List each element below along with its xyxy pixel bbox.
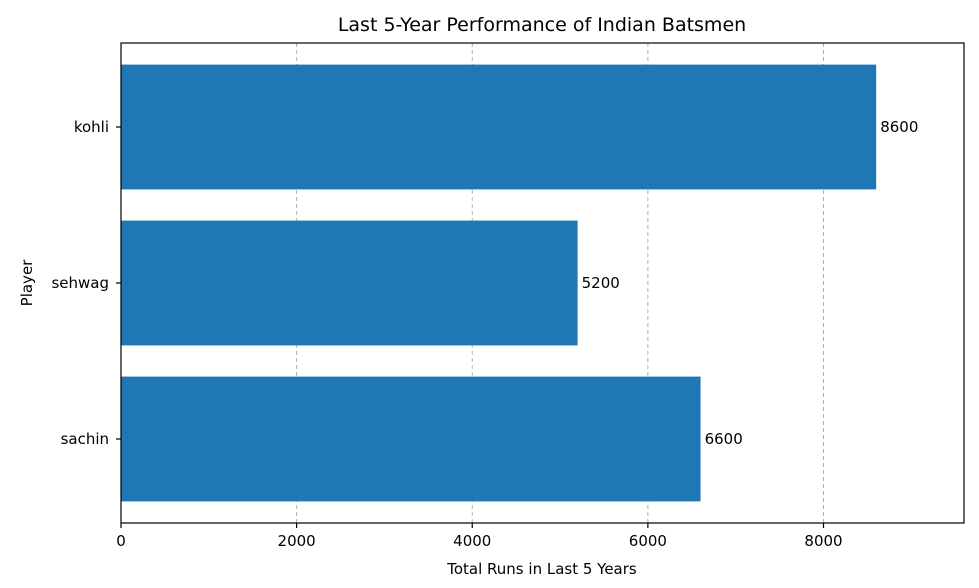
x-tick-label: 4000: [453, 532, 491, 550]
x-axis-label: Total Runs in Last 5 Years: [446, 560, 637, 578]
bar-sehwag: [121, 220, 578, 346]
y-tick-label-kohli: kohli: [74, 118, 109, 136]
data-label-kohli: 8600: [880, 118, 918, 136]
data-label-sehwag: 5200: [582, 274, 620, 292]
y-tick-label-sehwag: sehwag: [51, 274, 109, 292]
x-tick-label: 8000: [804, 532, 842, 550]
bar-sachin: [121, 376, 701, 502]
x-tick-label: 6000: [629, 532, 667, 550]
chart-title: Last 5-Year Performance of Indian Batsme…: [338, 14, 746, 36]
y-axis-label: Player: [18, 259, 36, 307]
data-label-sachin: 6600: [705, 430, 743, 448]
y-tick-label-sachin: sachin: [61, 430, 109, 448]
bar-kohli: [121, 64, 877, 190]
x-tick-label: 2000: [278, 532, 316, 550]
x-axis-ticks: 0 2000 4000 6000 8000: [116, 523, 843, 550]
y-axis-ticks: sachin sehwag kohli: [51, 118, 121, 448]
bars: 6600 5200 8600: [121, 64, 918, 502]
x-tick-label: 0: [116, 532, 126, 550]
